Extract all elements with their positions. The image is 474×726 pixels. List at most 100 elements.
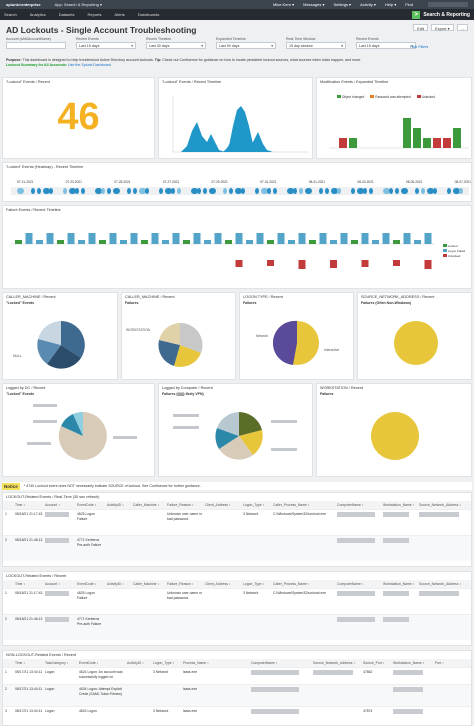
heatmap-cell[interactable]	[415, 188, 419, 194]
heatmap-cell[interactable]	[337, 188, 341, 194]
edit-button[interactable]: Edit	[413, 24, 428, 31]
col-header-source-address[interactable]: Source_Network_Address ↕	[313, 661, 356, 665]
heatmap-cell[interactable]	[331, 188, 338, 194]
failure-bar[interactable]	[309, 240, 316, 244]
failure-bar[interactable]	[393, 240, 400, 244]
col-header-activityid[interactable]: ActivityID ↕	[107, 503, 124, 507]
col-header-failure-reason[interactable]: Failure_Reason ↕	[167, 582, 194, 586]
heatmap-cell[interactable]	[31, 188, 35, 194]
failure-bar[interactable]	[277, 233, 285, 244]
failure-bar[interactable]	[172, 233, 180, 244]
failure-bar[interactable]	[414, 240, 421, 244]
heatmap-cell[interactable]	[229, 188, 233, 194]
failure-bar[interactable]	[351, 240, 358, 244]
legend-item[interactable]: Password was attempted	[370, 95, 411, 99]
heatmap-cell[interactable]	[363, 188, 367, 194]
failure-bar[interactable]	[162, 240, 169, 244]
table-row[interactable]: 3 08/17/21 13:44:11 Logon 4624 Logon 3 N…	[3, 706, 471, 718]
failure-bar[interactable]	[193, 233, 201, 244]
col-header-eventcode[interactable]: EventCode ↕	[77, 503, 97, 507]
failure-bar[interactable]	[183, 240, 190, 244]
unlocked-bar[interactable]	[424, 260, 432, 269]
account-input[interactable]	[6, 42, 66, 49]
failure-bar[interactable]	[403, 233, 411, 244]
heatmap-cell[interactable]	[139, 188, 146, 194]
recent-events-2-dropdown[interactable]: Last 15 days ▾	[356, 42, 416, 49]
failure-bar[interactable]	[99, 240, 106, 244]
col-header-time[interactable]: Time ↕	[15, 661, 26, 665]
heatmap-cell[interactable]	[447, 188, 451, 194]
col-header-activityid[interactable]: ActivityID ↕	[107, 582, 124, 586]
col-header-workstation[interactable]: Workstation_Name ↕	[383, 582, 415, 586]
col-header-logon-type[interactable]: Logon_Type ↕	[243, 503, 265, 507]
legend-item[interactable]: Locked	[443, 244, 465, 249]
table-row[interactable]: 2 08/18/21 21:46:13 4771 Kerberos Pre-au…	[3, 535, 471, 561]
heatmap-cell[interactable]	[459, 188, 463, 194]
heatmap-cell[interactable]	[177, 188, 181, 194]
col-header-process-name[interactable]: Process_Name ↕	[183, 661, 209, 665]
more-button[interactable]: ...	[456, 24, 468, 31]
legend-item[interactable]: Object changed	[337, 95, 364, 99]
heatmap-cell[interactable]	[63, 188, 67, 194]
splunk-logo[interactable]: splunk>enterprise	[6, 2, 41, 7]
failure-bar[interactable]	[319, 233, 327, 244]
user-menu[interactable]: Mike Kern ▾	[273, 2, 295, 7]
col-header-port[interactable]: Port ↕	[435, 661, 444, 665]
heatmap-cell[interactable]	[389, 188, 393, 194]
heatmap-cell[interactable]	[81, 188, 85, 194]
expanded-timeline-dropdown[interactable]: Last 90 days ▾	[216, 42, 276, 49]
col-header-eventcode[interactable]: EventCode ↕	[79, 661, 99, 665]
col-header-caller-machine[interactable]: Caller_Machine ↕	[133, 503, 160, 507]
failure-bar[interactable]	[288, 240, 295, 244]
col-header-failure-reason[interactable]: Failure_Reason ↕	[167, 503, 194, 507]
heatmap-cell[interactable]	[305, 188, 312, 194]
heatmap-cell[interactable]	[421, 188, 425, 194]
heatmap-cell[interactable]	[319, 188, 323, 194]
col-header-source-port[interactable]: Source_Port ↕	[363, 661, 385, 665]
heatmap-cell[interactable]	[293, 188, 297, 194]
failure-bar[interactable]	[214, 233, 222, 244]
heatmap-cell[interactable]	[325, 188, 329, 194]
heatmap-cell[interactable]	[107, 188, 111, 194]
failure-bar[interactable]	[382, 233, 390, 244]
col-header-client-address[interactable]: Client_Address ↕	[205, 503, 231, 507]
failure-bar[interactable]	[256, 233, 264, 244]
activity-menu[interactable]: Activity ▾	[360, 2, 376, 7]
heatmap-cell[interactable]	[37, 188, 41, 194]
failure-bar[interactable]	[120, 240, 127, 244]
failure-bar[interactable]	[151, 233, 159, 244]
failure-bar[interactable]	[204, 240, 211, 244]
table-row[interactable]: 2 08/17/21 13:44:11 Logon 4634 Logon: At…	[3, 684, 471, 706]
heatmap-cell[interactable]	[133, 188, 137, 194]
nav-reports[interactable]: Reports	[87, 12, 102, 17]
heatmap-cell[interactable]	[191, 188, 198, 194]
unlocked-bar[interactable]	[330, 260, 337, 268]
heatmap-cell[interactable]	[351, 188, 355, 194]
col-header-caller-machine[interactable]: Caller_Machine ↕	[133, 582, 160, 586]
nav-datasets[interactable]: Datasets	[58, 12, 75, 17]
heatmap-cell[interactable]	[171, 188, 175, 194]
col-header-logon-type[interactable]: Logon_Type ↕	[243, 582, 265, 586]
hide-filters-link[interactable]: Hide Filters	[410, 45, 429, 49]
recent-timeline-dropdown[interactable]: Last 30 days ▾	[146, 42, 206, 49]
heatmap-cell[interactable]	[453, 188, 460, 194]
messages-menu[interactable]: Messages ▾	[303, 2, 325, 7]
heatmap-cell[interactable]	[165, 188, 172, 194]
heatmap-cell[interactable]	[203, 188, 207, 194]
failure-bar[interactable]	[88, 233, 96, 244]
nav-dashboards[interactable]: Dashboards	[137, 12, 160, 17]
heatmap-cell[interactable]	[95, 188, 102, 194]
col-header-workstation[interactable]: Workstation_Name ↕	[393, 661, 425, 665]
col-header-activityid[interactable]: ActivityID ↕	[127, 661, 144, 665]
unlocked-bar[interactable]	[298, 260, 306, 269]
col-header-client-address[interactable]: Client_Address ↕	[205, 582, 231, 586]
app-menu[interactable]: App: Search & Reporting ▾	[54, 2, 102, 7]
failure-bar[interactable]	[330, 240, 337, 244]
nav-search[interactable]: Search	[4, 12, 17, 17]
legend-item[interactable]: Logon Failed	[443, 249, 465, 254]
heatmap-cell[interactable]	[287, 188, 294, 194]
heatmap-cell[interactable]	[267, 188, 271, 194]
heatmap-cell[interactable]	[17, 188, 24, 194]
nav-analytics[interactable]: Analytics	[29, 12, 46, 17]
heatmap-cell[interactable]	[401, 188, 408, 194]
